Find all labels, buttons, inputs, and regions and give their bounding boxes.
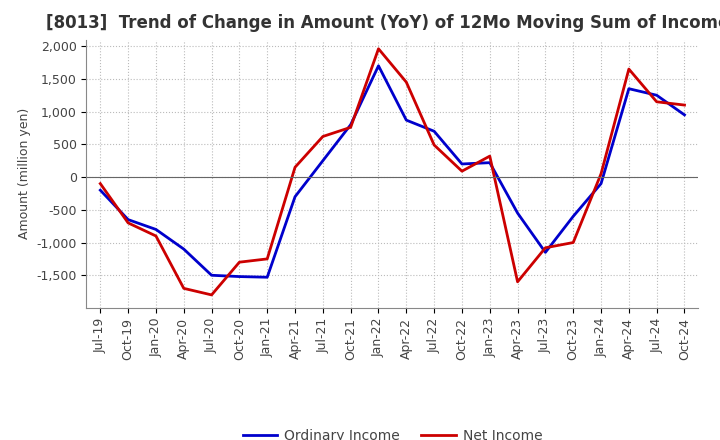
Net Income [485, 154, 494, 159]
Net Income [624, 66, 633, 72]
Ordinary Income [569, 214, 577, 219]
Ordinary Income [235, 274, 243, 279]
Ordinary Income [152, 227, 161, 232]
Ordinary Income [318, 158, 327, 163]
Ordinary Income [680, 112, 689, 117]
Ordinary Income [624, 86, 633, 92]
Net Income [513, 279, 522, 284]
Ordinary Income [458, 161, 467, 167]
Ordinary Income [652, 92, 661, 98]
Net Income [402, 80, 410, 85]
Net Income [96, 181, 104, 186]
Net Income [152, 233, 161, 238]
Net Income [680, 103, 689, 108]
Ordinary Income [485, 160, 494, 165]
Net Income [374, 46, 383, 51]
Ordinary Income [124, 217, 132, 222]
Net Income [569, 240, 577, 245]
Net Income [597, 171, 606, 176]
Ordinary Income [374, 63, 383, 69]
Ordinary Income [179, 246, 188, 252]
Net Income [235, 260, 243, 265]
Net Income [430, 143, 438, 148]
Ordinary Income [430, 128, 438, 134]
Net Income [179, 286, 188, 291]
Ordinary Income [402, 117, 410, 123]
Ordinary Income [207, 273, 216, 278]
Line: Ordinary Income: Ordinary Income [100, 66, 685, 277]
Net Income [263, 256, 271, 261]
Line: Net Income: Net Income [100, 49, 685, 295]
Net Income [346, 125, 355, 130]
Ordinary Income [346, 122, 355, 127]
Net Income [318, 134, 327, 139]
Legend: Ordinary Income, Net Income: Ordinary Income, Net Income [237, 424, 548, 440]
Ordinary Income [96, 187, 104, 193]
Y-axis label: Amount (million yen): Amount (million yen) [18, 108, 31, 239]
Net Income [207, 292, 216, 297]
Ordinary Income [291, 194, 300, 199]
Ordinary Income [541, 250, 550, 255]
Net Income [541, 245, 550, 250]
Net Income [458, 169, 467, 174]
Ordinary Income [597, 181, 606, 186]
Net Income [124, 220, 132, 226]
Ordinary Income [263, 275, 271, 280]
Title: [8013]  Trend of Change in Amount (YoY) of 12Mo Moving Sum of Incomes: [8013] Trend of Change in Amount (YoY) o… [46, 15, 720, 33]
Net Income [652, 99, 661, 104]
Net Income [291, 165, 300, 170]
Ordinary Income [513, 210, 522, 216]
